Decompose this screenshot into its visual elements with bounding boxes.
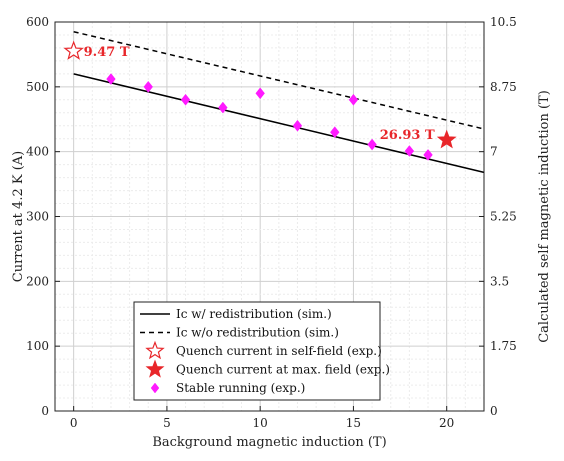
annotation-label: 9.47 T [84,45,130,60]
legend-entry: Ic w/o redistribution (sim.) [176,326,339,340]
y2-tick-label: 10.5 [490,15,517,29]
plot-area [63,30,485,174]
y2-tick-label: 3.5 [490,274,509,288]
data-point-stable [348,93,359,106]
y-tick-label: 500 [26,80,49,94]
ticks: 0 5 10 15 20010020030040050060001.753.55.257… [26,15,517,430]
legend-swatch [150,382,160,394]
legend: Ic w/ redistribution (sim.) Ic w/o redist… [133,301,390,401]
y-tick-label: 200 [26,274,49,288]
x-tick-label: 5 [163,416,171,430]
data-point-stable [423,149,433,161]
x-tick-label: 20 [439,416,454,430]
y-tick-label: 300 [26,210,49,224]
data-point-stable [292,119,303,132]
y-tick-label: 100 [26,339,49,353]
y2-tick-label: 1.75 [490,339,517,353]
annotation-label: 26.93 T [380,128,435,143]
legend-swatch [145,359,165,378]
y2-tick-label: 8.75 [490,80,517,94]
legend-entry: Quench current at max. field (exp.) [176,363,390,377]
y-tick-label: 400 [26,145,49,159]
annotations: 9.47 T 26.93 T [84,45,435,143]
data-point-stable [404,145,415,157]
x-tick-label: 10 [253,416,268,430]
series-line-with-redistribution [73,73,485,174]
y-tick-label: 600 [26,15,49,29]
data-point-quench-self-field [63,40,84,60]
legend-entry: Stable running (exp.) [176,381,305,395]
data-point-stable [330,126,340,139]
data-point-stable [218,101,228,114]
data-point-stable [255,87,265,100]
data-point-quench-max-field [436,129,457,149]
data-point-stable [180,93,191,106]
series-line-without-redistribution [73,30,485,130]
legend-entry: Quench current in self-field (exp.) [176,344,382,358]
legend-box [133,301,381,401]
x-tick-label: 0 [70,416,78,430]
data-point-stable [143,80,153,93]
y2-axis-title: Calculated self magnetic induction (T) [537,90,552,343]
data-point-stable [106,73,116,85]
legend-swatch [145,340,165,360]
y-axis-title: Current at 4.2 K (A) [11,151,26,282]
legend-entry: Ic w/ redistribution (sim.) [176,307,332,321]
data-point-stable [367,138,377,151]
y2-tick-label: 7 [490,145,498,159]
y-tick-label: 0 [41,404,49,418]
x-tick-label: 15 [346,416,361,430]
y2-tick-label: 0 [490,404,498,418]
x-axis-title: Background magnetic induction (T) [152,435,386,450]
y2-tick-label: 5.25 [490,210,517,224]
